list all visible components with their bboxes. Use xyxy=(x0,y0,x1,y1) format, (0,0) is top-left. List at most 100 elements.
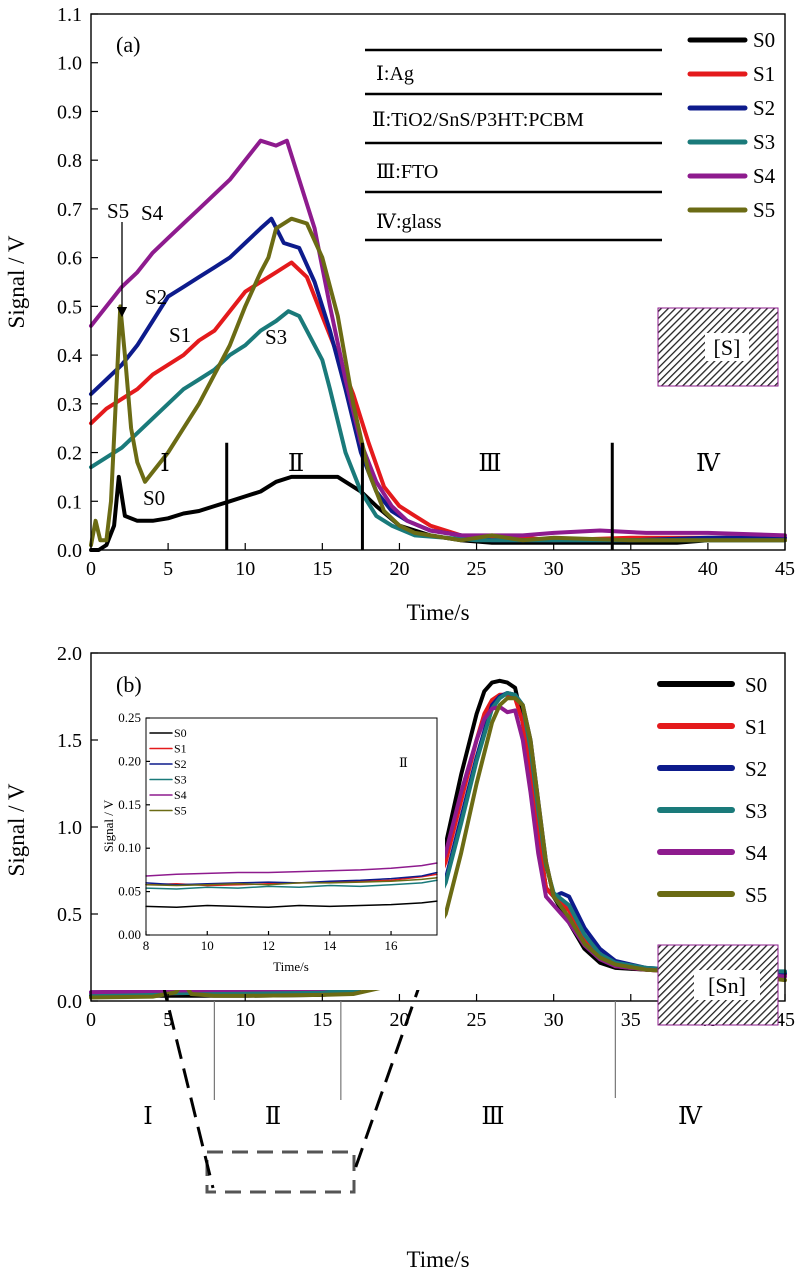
y-tick-label: 0.20 xyxy=(118,753,141,768)
legend-label-s0: S0 xyxy=(745,673,767,697)
a-region-IV: Ⅳ xyxy=(696,451,721,477)
y-tick-label: 0.4 xyxy=(57,345,82,367)
layer-label-1: Ⅰ:Ag xyxy=(376,63,414,85)
zoom-region-box xyxy=(205,1150,356,1194)
panel-a-ticks: 0 5 10 15 20 25 30 35 40 45 0.0 0.1 0.2 0.3 0.4 0.5 0.6 0… xyxy=(57,4,795,580)
y-tick-label: 0.0 xyxy=(57,540,82,562)
inset-region-label: Ⅱ xyxy=(399,755,408,770)
series-line-s0 xyxy=(145,900,438,908)
legend-label-s3: S3 xyxy=(174,773,187,787)
legend-label-s2: S2 xyxy=(174,757,187,771)
y-tick-label: 0.9 xyxy=(57,101,82,123)
x-tick-label: 35 xyxy=(621,558,641,580)
element-box-sn: [Sn] xyxy=(657,944,779,1026)
panel-a: 0 5 10 15 20 25 30 35 40 45 0.0 0.1 0.2 0.3 0.4 0.5 0.6 0… xyxy=(4,4,795,625)
inset-ylabel: Signal / V xyxy=(101,799,116,852)
legend-label-s1: S1 xyxy=(174,742,187,756)
legend-label-s1: S1 xyxy=(753,62,775,86)
inset-chart: 8 10 12 14 16 0.00 0.05 0.10 0.15 0.20 0.25 Time/s… xyxy=(100,700,445,990)
x-tick-label: 10 xyxy=(235,1009,255,1031)
x-tick-label: 40 xyxy=(698,558,718,580)
legend-label-s5: S5 xyxy=(174,804,187,818)
x-tick-label: 25 xyxy=(467,1009,487,1031)
b-region-I: Ⅰ xyxy=(143,1104,152,1130)
panel-b-label: (b) xyxy=(116,672,142,697)
y-tick-label: 0.15 xyxy=(118,797,141,812)
y-tick-label: 0.25 xyxy=(118,710,141,725)
element-label-s: [S] xyxy=(714,335,741,360)
y-tick-label: 1.0 xyxy=(57,817,82,839)
series-line-s5 xyxy=(89,696,787,1000)
x-tick-label: 30 xyxy=(544,1009,564,1031)
legend-label-s2: S2 xyxy=(745,757,767,781)
y-tick-label: 1.0 xyxy=(57,53,82,75)
x-tick-label: 45 xyxy=(775,558,795,580)
series-line-s1 xyxy=(89,260,787,543)
panel-a-ylabel: Signal / V xyxy=(4,235,29,328)
series-line-s4 xyxy=(89,138,787,538)
panel-b-legend: S0 S1 S2 S3 S4 S5 xyxy=(657,673,768,907)
legend-label-s4: S4 xyxy=(753,164,776,188)
x-tick-label: 8 xyxy=(143,938,150,953)
series-line-s4 xyxy=(145,862,438,877)
layer-label-2: Ⅱ:TiO2/SnS/P3HT:PCBM xyxy=(372,109,584,131)
y-tick-label: 0.8 xyxy=(57,150,82,172)
curve-label-s5: S5 xyxy=(107,199,129,223)
zoom-line-left xyxy=(153,951,215,1189)
panel-a-xlabel: Time/s xyxy=(406,600,469,625)
panel-a-frame xyxy=(90,13,786,551)
layer-label-4: Ⅳ:glass xyxy=(376,211,442,233)
x-tick-label: 20 xyxy=(389,558,409,580)
inset-curves xyxy=(145,862,438,908)
x-tick-label: 35 xyxy=(621,1009,641,1031)
y-tick-label: 2.0 xyxy=(57,643,82,665)
x-tick-label: 30 xyxy=(544,558,564,580)
curve-label-s1: S1 xyxy=(169,323,191,347)
y-tick-label: 0.6 xyxy=(57,248,82,270)
panel-b-xlabel: Time/s xyxy=(406,1247,469,1272)
legend-label-s3: S3 xyxy=(753,130,775,154)
inset-xlabel: Time/s xyxy=(273,959,309,974)
y-tick-label: 1.1 xyxy=(57,4,82,26)
y-tick-label: 0.10 xyxy=(118,840,141,855)
b-region-II: Ⅱ xyxy=(265,1104,281,1130)
x-tick-label: 15 xyxy=(312,558,332,580)
x-tick-label: 25 xyxy=(467,558,487,580)
y-tick-label: 0.05 xyxy=(118,884,141,899)
element-label-sn: [Sn] xyxy=(708,973,746,998)
x-tick-label: 45 xyxy=(775,1009,795,1031)
curve-label-s4: S4 xyxy=(141,201,164,225)
y-tick-label: 0.2 xyxy=(57,443,82,465)
series-line-s5 xyxy=(145,876,438,887)
x-tick-label: 10 xyxy=(235,558,255,580)
x-tick-label: 12 xyxy=(262,938,275,953)
legend-label-s5: S5 xyxy=(745,883,767,907)
legend-label-s5: S5 xyxy=(753,198,775,222)
layer-label-3: Ⅲ:FTO xyxy=(376,161,438,183)
y-tick-label: 0.5 xyxy=(57,296,82,318)
x-tick-label: 15 xyxy=(312,1009,332,1031)
series-line-s0 xyxy=(89,474,787,552)
legend-label-s4: S4 xyxy=(745,841,768,865)
x-tick-label: 16 xyxy=(385,938,399,953)
curve-label-s0: S0 xyxy=(143,486,165,510)
legend-label-s4: S4 xyxy=(174,788,187,802)
series-line-s3 xyxy=(145,879,438,890)
b-region-III: Ⅲ xyxy=(481,1104,504,1130)
legend-label-s2: S2 xyxy=(753,96,775,120)
inset-frame xyxy=(145,717,438,936)
legend-label-s1: S1 xyxy=(745,715,767,739)
b-region-IV: Ⅳ xyxy=(678,1104,703,1130)
x-tick-label: 0 xyxy=(86,1009,96,1031)
x-tick-label: 10 xyxy=(201,938,214,953)
panel-a-legend: S0 S1 S2 S3 S4 S5 xyxy=(687,28,776,222)
y-tick-label: 0.7 xyxy=(57,199,82,221)
curve-label-s2: S2 xyxy=(145,285,167,309)
x-tick-label: 5 xyxy=(163,558,173,580)
x-tick-label: 14 xyxy=(323,938,337,953)
y-tick-label: 1.5 xyxy=(57,730,82,752)
